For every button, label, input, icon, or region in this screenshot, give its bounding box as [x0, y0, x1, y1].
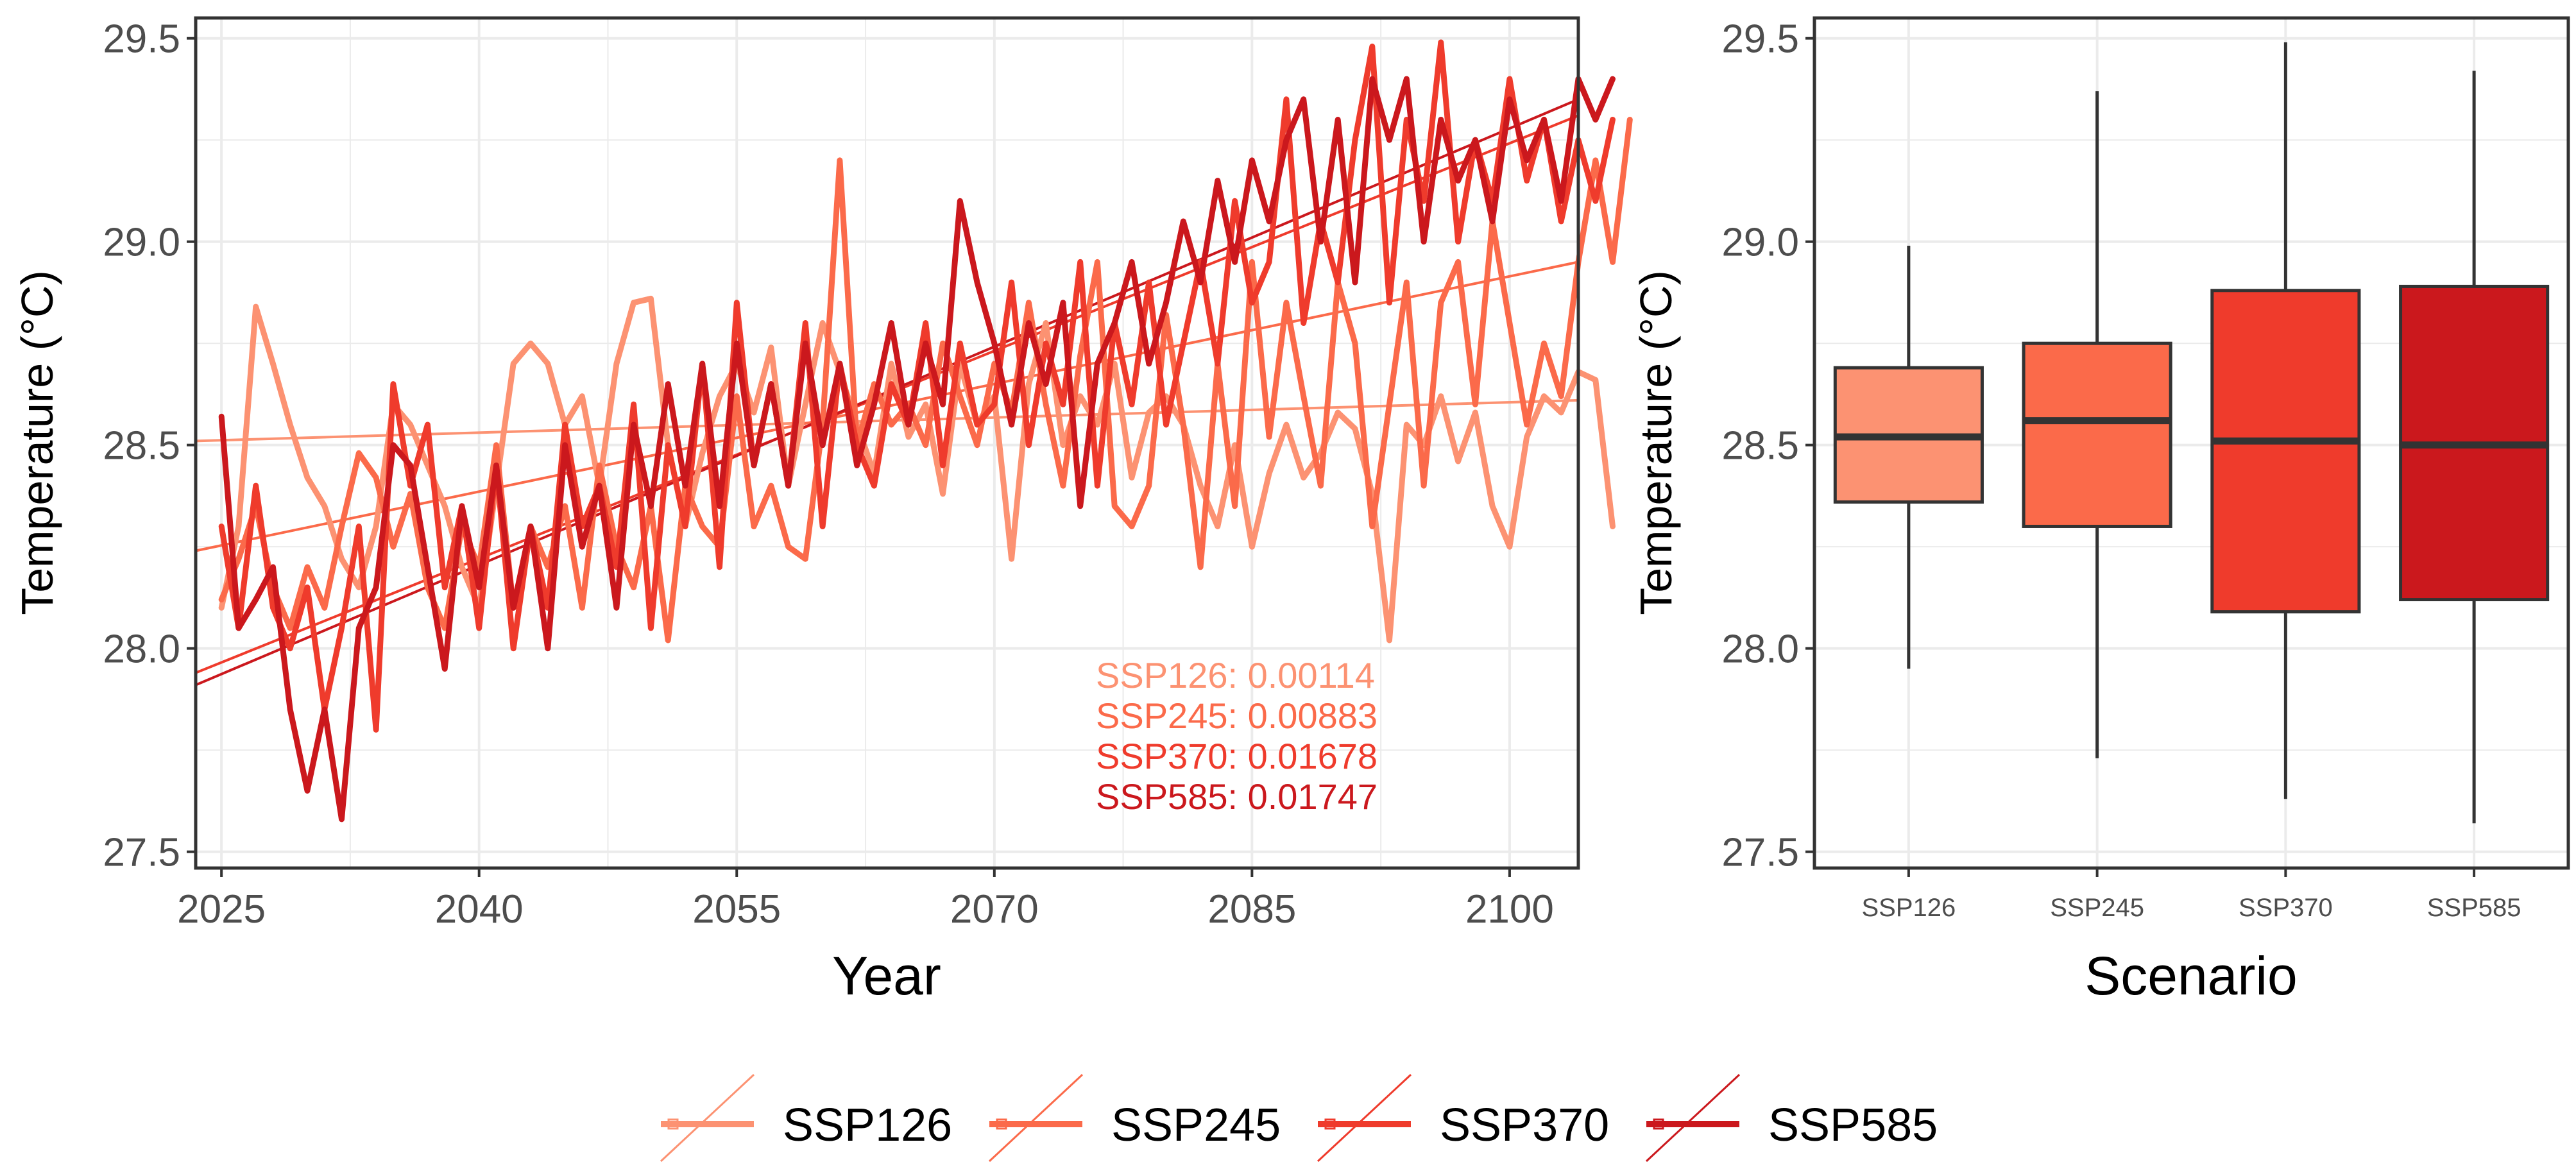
line-chart-y-ticks: 27.5 28.0 28.5 29.0 29.5 [103, 17, 196, 875]
x-tick-label: 2085 [1207, 887, 1296, 932]
legend-key-diagonal [1317, 1073, 1412, 1163]
legend-item-ssp585: SSP585 [1645, 1073, 1938, 1163]
legend: SSP126 SSP245 SSP370 SSP585 [660, 1073, 1938, 1163]
legend-key-diagonal [988, 1073, 1084, 1163]
y-tick-label: 27.5 [1721, 831, 1799, 875]
x-tick-label: 2055 [692, 887, 781, 932]
x-tick-label: SSP245 [2050, 894, 2144, 922]
boxplot-frame [1813, 16, 2570, 870]
y-tick-label: 27.5 [103, 831, 180, 875]
x-tick-label: 2070 [950, 887, 1039, 932]
annotation-ssp585: SSP585: 0.01747 [1096, 776, 1378, 817]
line-chart-x-label: Year [832, 946, 941, 1006]
y-tick-label: 28.0 [1721, 627, 1799, 672]
legend-key-marker [667, 1118, 679, 1130]
y-tick-label: 29.0 [1721, 221, 1799, 265]
x-tick-label: 2100 [1465, 887, 1554, 932]
boxplot-x-label: Scenario [2085, 946, 2298, 1006]
legend-key-marker [1653, 1118, 1664, 1130]
x-tick-label: 2025 [177, 887, 266, 932]
slope-annotations: SSP126: 0.00114 SSP245: 0.00883 SSP370: … [1096, 655, 1378, 817]
series-line-ssp585 [218, 76, 1616, 822]
y-tick-label: 28.0 [103, 627, 180, 672]
y-tick-label: 28.5 [103, 424, 180, 468]
box-ssp585 [2399, 71, 2550, 824]
legend-item-ssp370: SSP370 [1317, 1073, 1609, 1163]
annotation-ssp245: SSP245: 0.00883 [1096, 695, 1378, 736]
line-chart-panel: SSP126: 0.00114 SSP245: 0.00883 SSP370: … [12, 16, 1633, 1006]
legend-item-ssp245: SSP245 [988, 1073, 1281, 1163]
legend-key-marker [996, 1118, 1007, 1130]
annotation-ssp370: SSP370: 0.01678 [1096, 736, 1378, 776]
legend-label: SSP370 [1440, 1100, 1609, 1151]
box-ssp370 [2210, 42, 2361, 799]
line-chart-frame [194, 16, 1580, 870]
series-lines [218, 39, 1633, 822]
box-ssp245 [2022, 91, 2172, 758]
legend-key-marker [1324, 1118, 1336, 1130]
boxplot-y-ticks: 27.5 28.0 28.5 29.0 29.5 [1721, 17, 1814, 875]
y-tick-label: 29.5 [1721, 17, 1799, 62]
x-tick-label: SSP370 [2239, 894, 2333, 922]
boxplot-boxes [1833, 42, 2550, 824]
boxplot-y-label: Temperature (°C) [1631, 270, 1681, 615]
legend-label: SSP126 [783, 1100, 952, 1151]
y-tick-label: 29.5 [103, 17, 180, 62]
legend-label: SSP585 [1768, 1100, 1938, 1151]
iqr-box [2210, 289, 2361, 614]
line-chart-x-ticks: 2025 2040 2055 2070 2085 2100 [177, 868, 1554, 932]
iqr-box [2022, 341, 2172, 528]
box-ssp126 [1833, 246, 1984, 669]
legend-key-diagonal [1645, 1073, 1741, 1163]
x-tick-label: SSP126 [1861, 894, 1956, 922]
boxplot-x-ticks: SSP126 SSP245 SSP370 SSP585 [1861, 868, 2521, 922]
y-tick-label: 29.0 [103, 221, 180, 265]
legend-key-diagonal [660, 1073, 755, 1163]
annotation-ssp126: SSP126: 0.00114 [1096, 655, 1375, 695]
y-tick-label: 28.5 [1721, 424, 1799, 468]
boxplot-panel: 27.528.028.529.029.5 SSP126 SSP245 SSP370 S… [1631, 16, 2570, 1006]
x-tick-label: SSP585 [2427, 894, 2521, 922]
line-chart-y-label: Temperature (°C) [12, 270, 62, 615]
legend-label: SSP245 [1111, 1100, 1281, 1151]
x-tick-label: 2040 [435, 887, 524, 932]
legend-item-ssp126: SSP126 [660, 1073, 952, 1163]
